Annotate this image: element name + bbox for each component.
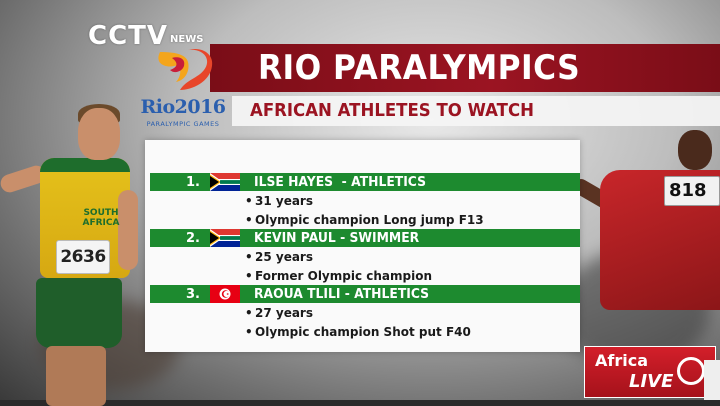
athlete-details: • 31 years • Olympic champion Long jump F1… (245, 192, 575, 230)
title-bar (210, 44, 720, 92)
athlete-achievement: Olympic champion Long jump F13 (255, 213, 484, 227)
program-badge-line2: LIVE (629, 371, 674, 392)
jersey-text: SOUTH AFRICA (82, 208, 120, 228)
athlete-age: 27 years (255, 306, 313, 320)
south-africa-flag-icon (210, 173, 240, 191)
athlete-rank: 1. (186, 174, 200, 190)
detail-line: • Former Olympic champion (245, 269, 432, 283)
jersey-trim (40, 158, 130, 172)
page-title: RIO PARALYMPICS (258, 48, 581, 88)
athlete-rank: 3. (186, 286, 200, 302)
athlete-age: 31 years (255, 194, 313, 208)
athlete-legs (46, 346, 106, 406)
athlete-bib: 2636 (56, 240, 110, 274)
detail-line: • Olympic champion Shot put F40 (245, 325, 471, 339)
athlete-achievement: Former Olympic champion (255, 269, 432, 283)
athlete-rank: 2. (186, 230, 200, 246)
athletes-card: 1. ILSE HAYES - ATHLETICS • 31 years • Oly… (145, 140, 580, 352)
athlete-details: • 27 years • Olympic champion Shot put F40 (245, 304, 575, 342)
subtitle-bar (232, 96, 720, 126)
detail-line: • 31 years (245, 194, 313, 208)
detail-line: • 25 years (245, 250, 313, 264)
athlete-name: RAOUA TLILI - ATHLETICS (254, 286, 430, 302)
athlete-header-row: 1. ILSE HAYES - ATHLETICS (150, 173, 580, 191)
tunisia-flag-icon (210, 285, 240, 303)
rio-subtext: PARALYMPIC GAMES (146, 120, 220, 128)
program-badge-line1: Africa (595, 351, 648, 370)
detail-line: • 27 years (245, 306, 313, 320)
south-africa-flag-icon (210, 229, 240, 247)
program-badge: Africa LIVE (584, 346, 716, 398)
rio-emblem-icon (158, 48, 213, 90)
broadcaster-logo: CCTV NEWS (88, 22, 203, 50)
broadcaster-logo-suffix: NEWS (170, 34, 204, 45)
athlete-age: 25 years (255, 250, 313, 264)
page-subtitle: AFRICAN ATHLETES TO WATCH (250, 100, 534, 121)
athlete-bib: 818 (664, 176, 720, 206)
live-ring-icon (677, 357, 705, 385)
corner-channel-logo (704, 360, 720, 400)
athlete-details: • 25 years • Former Olympic champion (245, 248, 575, 286)
athlete-shorts (36, 278, 122, 348)
athlete-name: KEVIN PAUL - SWIMMER (254, 230, 420, 246)
athlete-arm-right (118, 190, 138, 270)
athlete-name: ILSE HAYES - ATHLETICS (254, 174, 426, 190)
athlete-header-row: 3. RAOUA TLILI - ATHLETICS (150, 285, 580, 303)
athlete-head (78, 108, 120, 160)
rio2016-logo: Rio2016 PARALYMPIC GAMES (138, 46, 228, 138)
rio-wordmark: Rio2016 (140, 96, 226, 118)
broadcaster-logo-text: CCTV (88, 21, 169, 51)
athlete-head (678, 130, 712, 170)
detail-line: • Olympic champion Long jump F13 (245, 213, 484, 227)
athlete-header-row: 2. KEVIN PAUL - SWIMMER (150, 229, 580, 247)
athlete-photo-right: 818 (570, 130, 720, 400)
athlete-achievement: Olympic champion Shot put F40 (255, 325, 471, 339)
athlete-photo-left: SOUTH AFRICA 2636 (0, 100, 150, 406)
